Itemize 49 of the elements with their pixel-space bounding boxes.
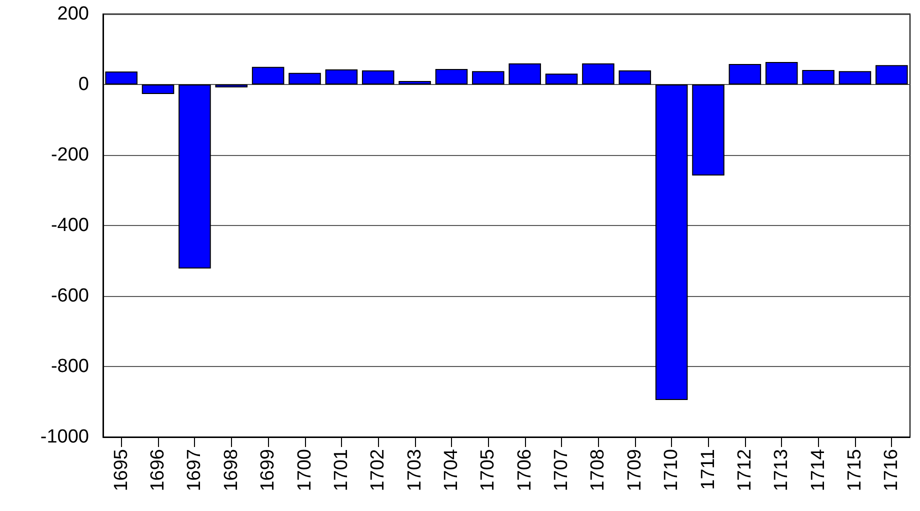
- x-tick-label: 1696: [148, 449, 169, 492]
- bar: [288, 72, 321, 84]
- x-tick-label: 1699: [258, 449, 279, 492]
- y-tick-label: -800: [50, 356, 89, 377]
- x-tick-label: 1712: [734, 449, 756, 492]
- bar: [876, 65, 908, 84]
- x-tick-label: 1705: [478, 449, 499, 492]
- bar: [765, 62, 798, 84]
- y-tick-label: 0: [78, 74, 89, 95]
- x-tick-label: 1701: [330, 449, 352, 492]
- x-tick-label: 1713: [771, 449, 792, 492]
- x-tick-label: 1709: [624, 449, 646, 492]
- y-tick-label: -600: [50, 286, 89, 306]
- bar: [692, 84, 724, 176]
- x-tick-label: 1697: [184, 449, 206, 492]
- y-tick-label: -1000: [40, 426, 89, 448]
- x-tick-label: 1710: [661, 449, 682, 492]
- bar: [838, 71, 872, 84]
- x-tick-label: 1707: [551, 449, 572, 492]
- bar: [508, 63, 541, 84]
- bar: [472, 71, 504, 84]
- x-tick-label: 1703: [404, 449, 426, 492]
- bar: [655, 84, 688, 400]
- x-tick-label: 1706: [514, 449, 536, 492]
- bar: [435, 68, 468, 84]
- bar: [325, 69, 358, 84]
- bar: [582, 63, 614, 84]
- x-tick-label: 1704: [440, 448, 462, 492]
- bar: [362, 70, 394, 84]
- x-tick-label: 1711: [698, 449, 719, 490]
- bar: [728, 64, 762, 84]
- x-tick-label: 1715: [844, 449, 866, 492]
- y-tick-label: -400: [50, 215, 89, 236]
- x-tick-label: 1716: [881, 449, 902, 492]
- bar: [618, 70, 652, 84]
- bar: [398, 80, 431, 84]
- y-tick-label: 200: [57, 4, 89, 24]
- bar: [142, 84, 174, 94]
- bar: [545, 74, 578, 84]
- x-tick-label: 1695: [110, 449, 132, 492]
- bar: [802, 70, 834, 84]
- bar: [178, 84, 211, 269]
- x-tick-label: 1698: [220, 449, 242, 492]
- x-tick-label: 1702: [368, 449, 389, 492]
- x-tick-label: 1708: [588, 449, 609, 492]
- bar: [252, 66, 284, 84]
- y-tick-label: -200: [50, 144, 89, 166]
- x-tick-label: 1714: [808, 448, 829, 492]
- x-tick-label: 1700: [294, 449, 316, 492]
